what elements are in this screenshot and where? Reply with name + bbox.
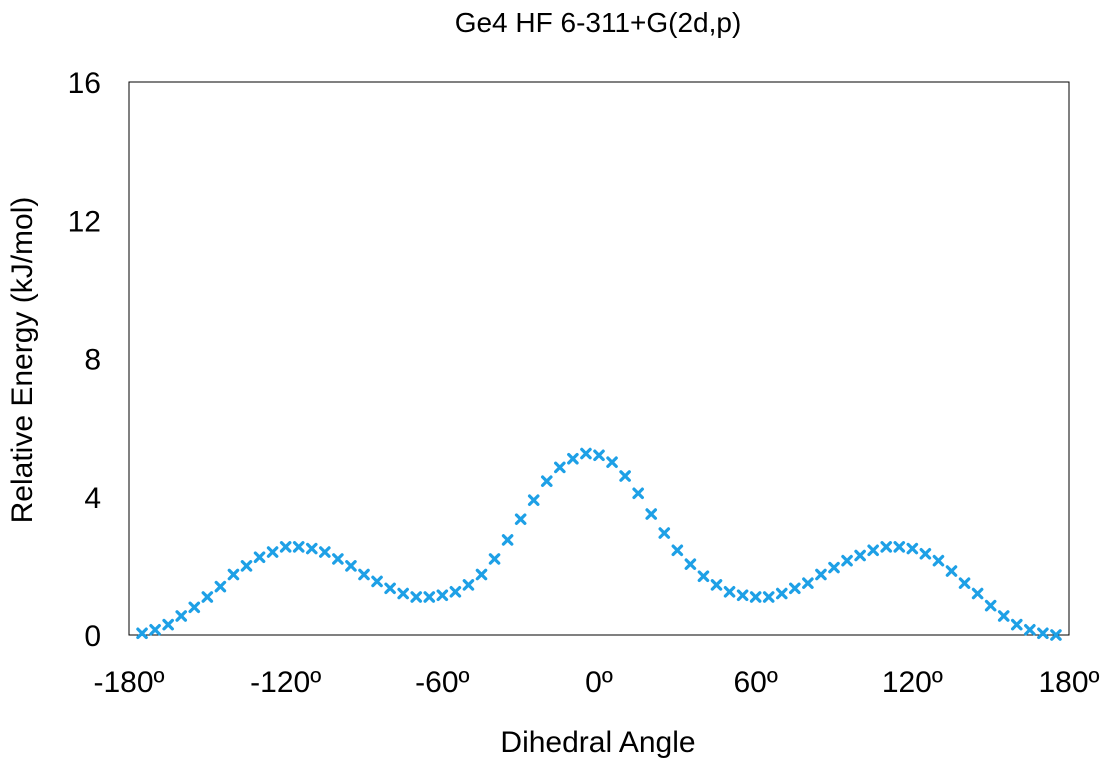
data-point	[971, 587, 984, 600]
data-point	[527, 494, 540, 507]
data-point	[880, 541, 893, 553]
data-markers	[136, 447, 1062, 641]
data-point	[449, 585, 462, 598]
data-point	[684, 558, 697, 570]
data-point	[1024, 624, 1036, 636]
data-point	[958, 577, 971, 589]
data-point	[201, 591, 214, 603]
data-point	[841, 554, 853, 567]
data-point	[488, 553, 501, 565]
data-point	[736, 589, 749, 602]
y-tick-label: 0	[84, 620, 101, 653]
data-point	[893, 541, 906, 553]
data-point	[175, 610, 188, 622]
data-point	[371, 575, 383, 588]
data-point	[762, 591, 775, 603]
data-point	[710, 579, 723, 591]
data-point	[149, 624, 161, 636]
data-point	[292, 541, 305, 553]
data-point	[423, 591, 436, 603]
data-point	[645, 508, 658, 520]
data-point	[514, 513, 527, 526]
data-point	[632, 487, 644, 500]
data-point	[462, 579, 475, 591]
data-point	[188, 601, 201, 614]
data-point	[136, 627, 148, 640]
x-tick-label: -180º	[93, 666, 164, 699]
chart-title: Ge4 HF 6-311+G(2d,p)	[455, 7, 742, 38]
data-point	[567, 452, 579, 465]
data-point	[932, 554, 945, 567]
data-point	[815, 568, 827, 581]
x-tick-label: 0º	[585, 666, 613, 699]
data-point	[554, 461, 566, 474]
data-point	[345, 560, 357, 572]
data-point	[749, 591, 762, 603]
data-point	[802, 577, 814, 589]
y-tick-label: 12	[68, 205, 101, 238]
data-point	[606, 456, 618, 468]
data-point	[906, 542, 919, 555]
data-point	[319, 546, 331, 558]
data-point	[384, 582, 396, 595]
plot-area	[128, 81, 1070, 636]
y-axis-label: Relative Energy (kJ/mol)	[6, 197, 39, 524]
data-point	[945, 565, 958, 577]
data-point	[410, 591, 423, 603]
data-point	[619, 470, 631, 482]
data-point	[828, 561, 840, 574]
data-point	[397, 587, 409, 600]
data-point	[279, 541, 292, 553]
data-point	[1037, 627, 1049, 640]
y-tick-label: 4	[84, 482, 101, 515]
data-point	[775, 587, 788, 600]
x-tick-label: -120º	[250, 666, 321, 699]
data-point	[253, 551, 266, 564]
data-point	[580, 447, 592, 460]
data-point	[162, 618, 174, 631]
x-tick-label: -60º	[415, 666, 469, 699]
x-tick-label: 120º	[882, 666, 943, 699]
x-tick-labels: -180º -120º -60º 0º 60º 120º 180º	[93, 666, 1099, 699]
data-point	[593, 449, 605, 462]
data-point	[919, 547, 932, 560]
data-point	[997, 610, 1010, 622]
data-point	[227, 568, 240, 581]
data-point	[723, 585, 736, 598]
data-point	[1010, 618, 1023, 631]
data-point	[854, 549, 866, 562]
data-point	[984, 599, 997, 612]
data-point	[436, 589, 449, 602]
data-point	[501, 534, 514, 546]
data-point	[697, 570, 710, 583]
data-point	[671, 544, 684, 557]
y-tick-label: 8	[84, 344, 101, 377]
x-tick-label: 60º	[734, 666, 778, 699]
x-axis-label: Dihedral Angle	[500, 726, 695, 759]
data-point	[266, 546, 279, 558]
data-point	[540, 475, 553, 487]
data-point	[358, 568, 370, 581]
x-tick-label: 180º	[1038, 666, 1099, 699]
data-point	[789, 582, 801, 595]
y-tick-labels: 0 4 8 12 16	[68, 67, 101, 653]
data-point	[332, 553, 344, 565]
data-point	[867, 544, 879, 557]
y-tick-label: 16	[68, 67, 101, 100]
data-point	[475, 568, 488, 581]
data-point	[658, 527, 671, 539]
data-point	[305, 542, 318, 555]
data-point	[240, 560, 253, 572]
data-point	[214, 580, 227, 593]
data-point	[1050, 629, 1062, 641]
